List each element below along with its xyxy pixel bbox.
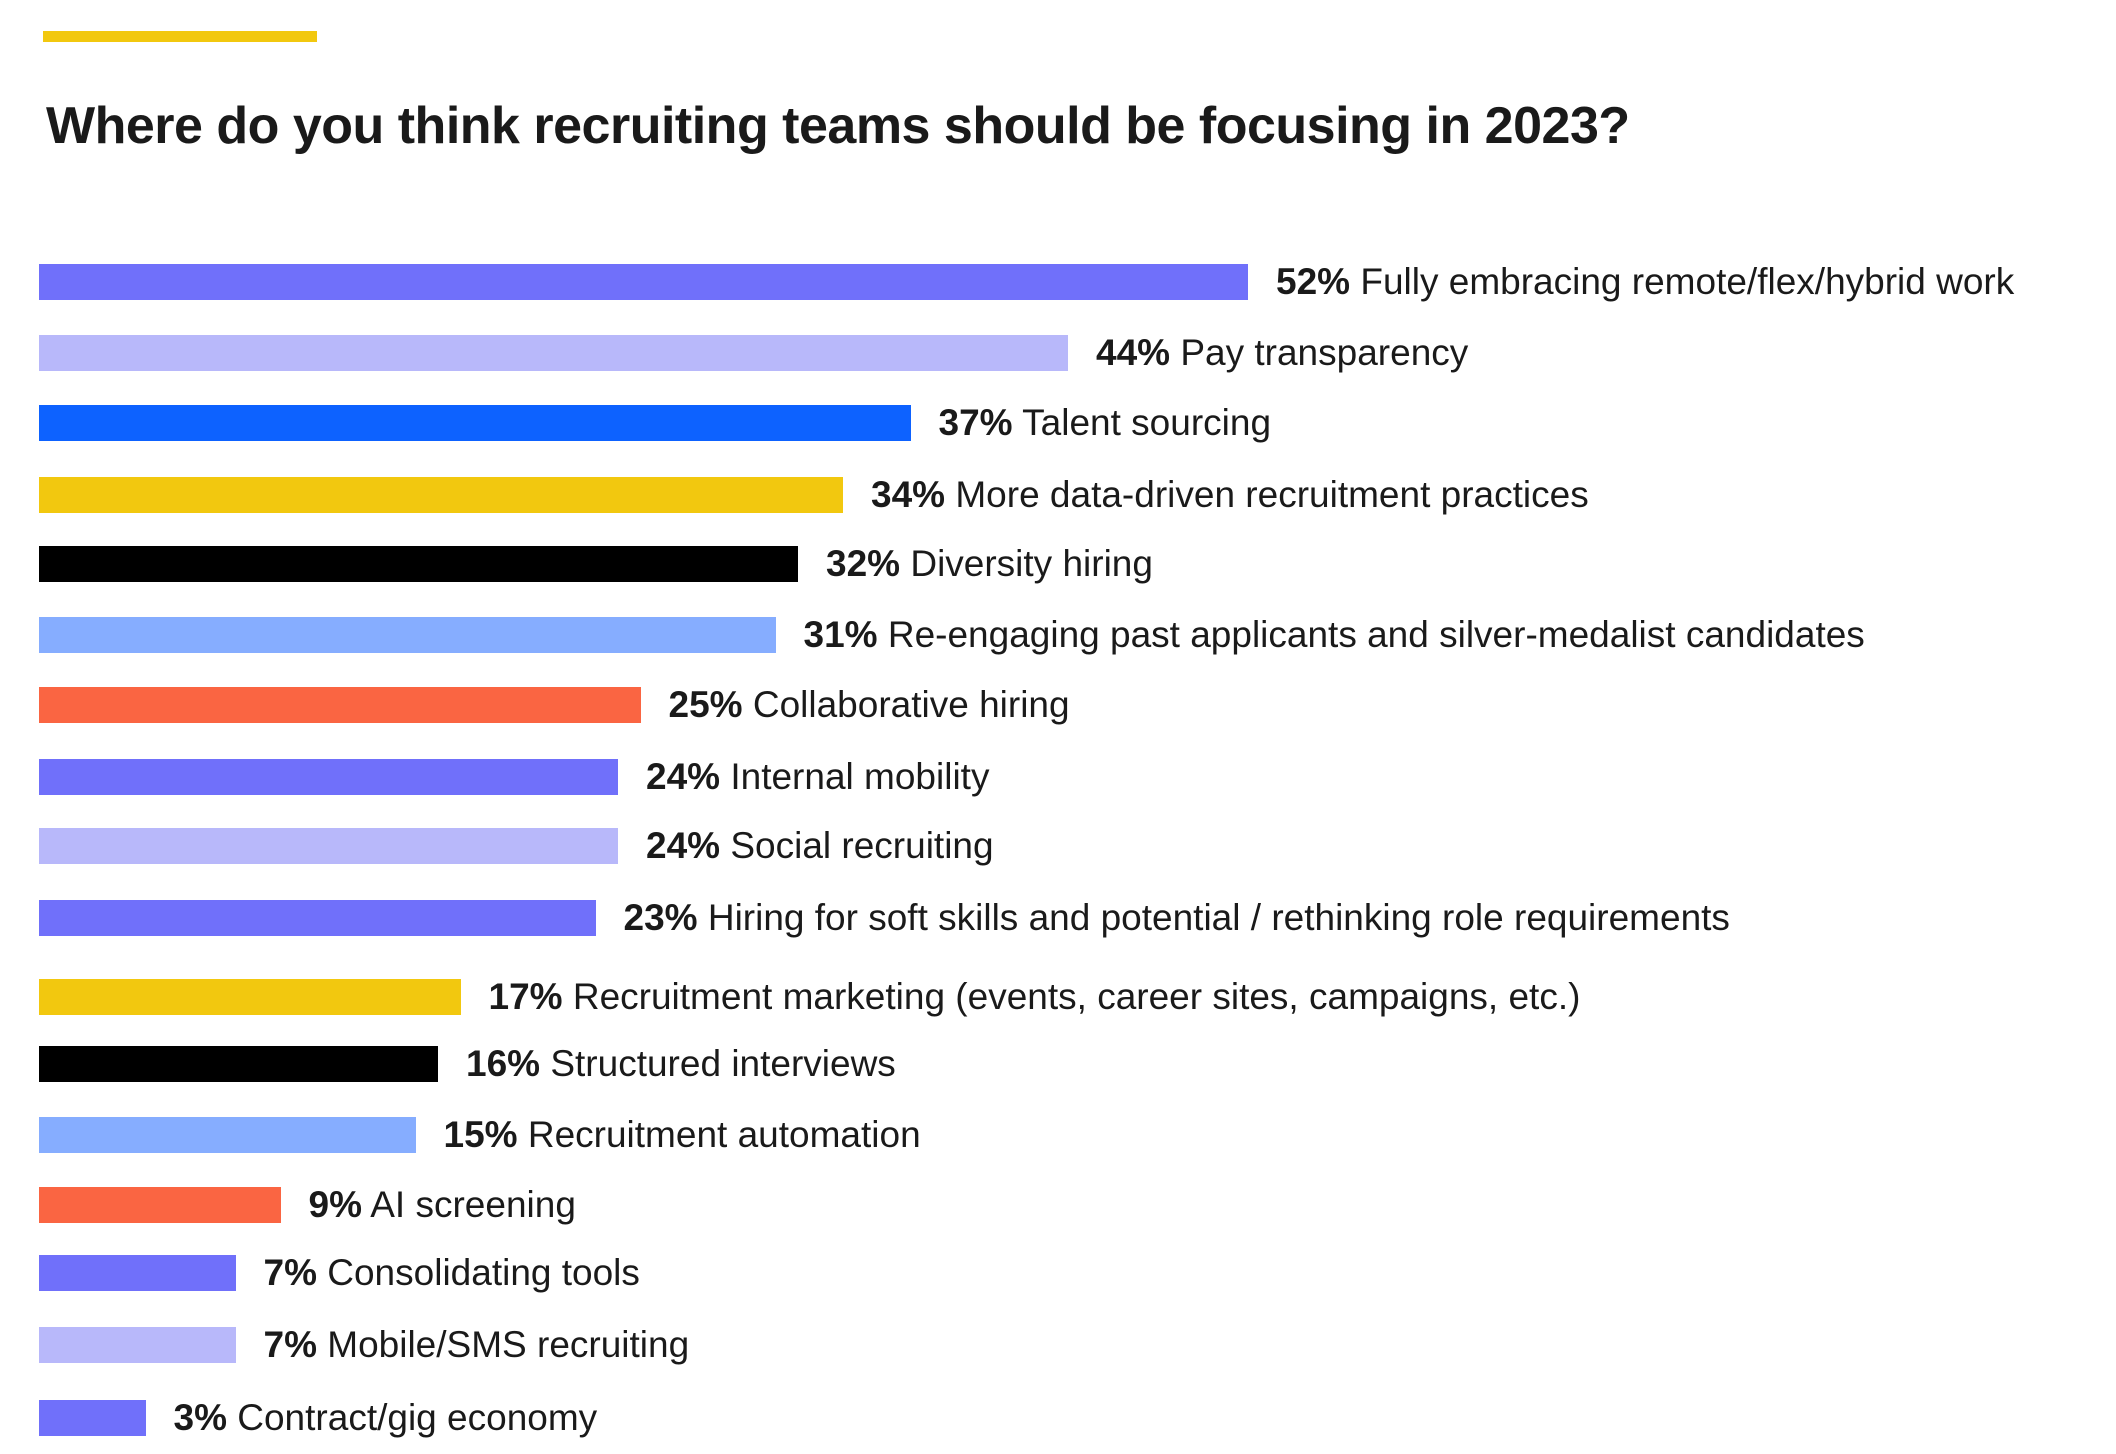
accent-line (43, 31, 317, 42)
value-label: 9% (308, 1184, 362, 1225)
value-label: 31% (803, 614, 878, 655)
bar-label: 24% Social recruiting (646, 825, 994, 867)
category-label: AI screening (361, 1184, 576, 1225)
bar (39, 617, 776, 653)
category-label: Recruitment automation (517, 1114, 921, 1155)
bar (39, 1187, 281, 1223)
value-label: 44% (1096, 332, 1171, 373)
bar (39, 900, 596, 936)
category-label: Collaborative hiring (742, 684, 1070, 725)
value-label: 23% (623, 897, 698, 938)
bar (39, 405, 911, 441)
bar (39, 264, 1248, 300)
bar-label: 44% Pay transparency (1096, 332, 1468, 374)
bar (39, 546, 798, 582)
bar-label: 9% AI screening (309, 1184, 576, 1226)
bar (39, 979, 461, 1015)
bar-label: 17% Recruitment marketing (events, caree… (489, 976, 1581, 1018)
category-label: Internal mobility (720, 756, 990, 797)
value-label: 7% (263, 1324, 317, 1365)
value-label: 3% (173, 1397, 227, 1438)
bar (39, 687, 641, 723)
bar (39, 1046, 438, 1082)
bar-label: 24% Internal mobility (646, 756, 989, 798)
value-label: 37% (938, 402, 1013, 443)
bar-label: 31% Re-engaging past applicants and silv… (804, 614, 1865, 656)
value-label: 15% (443, 1114, 518, 1155)
bar-label: 7% Consolidating tools (264, 1252, 640, 1294)
category-label: Hiring for soft skills and potential / r… (697, 897, 1730, 938)
category-label: Structured interviews (540, 1043, 896, 1084)
value-label: 32% (826, 543, 901, 584)
category-label: Pay transparency (1170, 332, 1469, 373)
bar-label: 7% Mobile/SMS recruiting (264, 1324, 690, 1366)
category-label: Contract/gig economy (226, 1397, 598, 1438)
bar (39, 759, 618, 795)
value-label: 7% (263, 1252, 317, 1293)
value-label: 52% (1276, 261, 1351, 302)
category-label: Talent sourcing (1012, 402, 1272, 443)
chart-title: Where do you think recruiting teams shou… (46, 97, 1630, 155)
bar (39, 1117, 416, 1153)
bar (39, 828, 618, 864)
value-label: 25% (668, 684, 743, 725)
value-label: 17% (488, 976, 563, 1017)
category-label: Re-engaging past applicants and silver-m… (877, 614, 1865, 655)
bar (39, 1400, 146, 1436)
bar-label: 3% Contract/gig economy (174, 1397, 598, 1439)
bar-label: 34% More data-driven recruitment practic… (871, 474, 1589, 516)
category-label: Fully embracing remote/flex/hybrid work (1350, 261, 2015, 302)
category-label: Consolidating tools (316, 1252, 640, 1293)
value-label: 24% (646, 825, 721, 866)
bar (39, 1255, 236, 1291)
value-label: 34% (871, 474, 946, 515)
category-label: Mobile/SMS recruiting (316, 1324, 690, 1365)
bar-label: 16% Structured interviews (466, 1043, 896, 1085)
value-label: 16% (466, 1043, 541, 1084)
value-label: 24% (646, 756, 721, 797)
bar (39, 335, 1068, 371)
category-label: Recruitment marketing (events, career si… (562, 976, 1581, 1017)
category-label: Diversity hiring (900, 543, 1153, 584)
category-label: More data-driven recruitment practices (945, 474, 1589, 515)
bar (39, 1327, 236, 1363)
bar-label: 37% Talent sourcing (939, 402, 1272, 444)
bar-label: 23% Hiring for soft skills and potential… (624, 897, 1730, 939)
bar (39, 477, 843, 513)
bar-label: 15% Recruitment automation (444, 1114, 921, 1156)
bar-label: 32% Diversity hiring (826, 543, 1153, 585)
category-label: Social recruiting (720, 825, 994, 866)
bar-label: 52% Fully embracing remote/flex/hybrid w… (1276, 261, 2014, 303)
bar-label: 25% Collaborative hiring (669, 684, 1070, 726)
